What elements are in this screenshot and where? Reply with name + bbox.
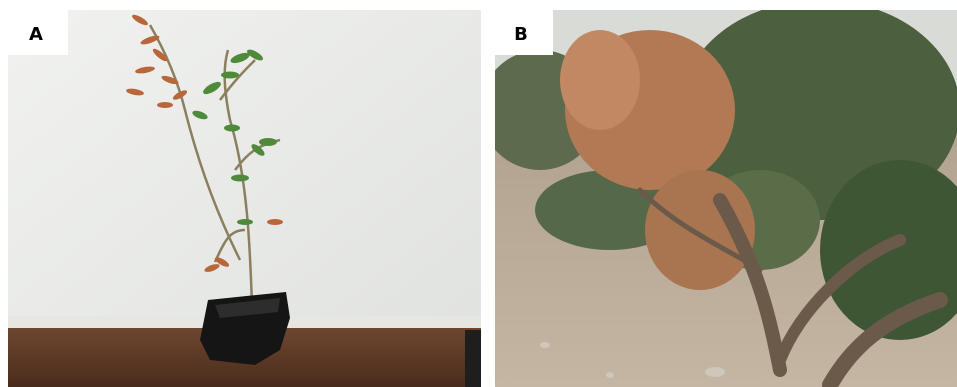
photo-detail [259,138,277,146]
figure: A B [0,0,957,387]
photo-detail [705,367,725,377]
photo-detail [560,30,640,130]
panel-b-photo [480,0,957,387]
photo-detail [231,175,249,182]
panel-label: B [514,24,528,45]
page: {"panels": [{"label": "A"}, {"label": "B… [0,0,957,387]
photo-detail [267,219,283,225]
photo-detail [224,125,240,132]
photo-detail [540,342,550,348]
photo-detail [237,219,253,225]
photo-detail [221,72,239,79]
photo-detail [606,372,614,378]
photo-detail [157,102,173,108]
photo-detail [465,330,481,387]
panel-label: A [29,24,43,45]
panel-a-photo [8,10,481,387]
